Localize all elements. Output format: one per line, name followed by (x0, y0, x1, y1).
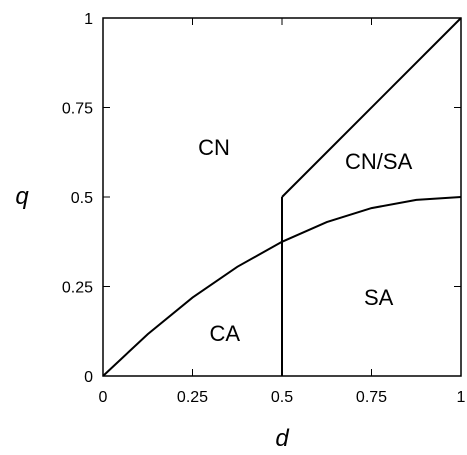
y-tick-label: 0.75 (62, 101, 93, 118)
y-tick-label: 0.25 (62, 280, 93, 297)
region-label-ca: CA (209, 321, 240, 346)
region-label-sa: SA (364, 285, 394, 310)
region-labels: CN CN/SA SA CA (198, 135, 413, 346)
y-axis-label: q (15, 183, 29, 210)
boundary-lines (102, 17, 462, 377)
x-axis-ticks: 0 0.25 0.5 0.75 1 (99, 18, 466, 406)
y-tick-label: 0.5 (71, 190, 93, 207)
y-tick-label: 0 (84, 369, 93, 386)
x-tick-label: 0.5 (271, 389, 293, 406)
diagonal-boundary (281, 17, 462, 198)
y-tick-label: 1 (84, 11, 93, 28)
x-tick-label: 0.25 (177, 389, 208, 406)
region-label-cn-sa: CN/SA (345, 149, 413, 174)
y-axis-ticks: 0 0.25 0.5 0.75 1 (62, 11, 461, 386)
region-label-cn: CN (198, 135, 230, 160)
x-tick-label: 0 (99, 389, 108, 406)
x-tick-label: 0.75 (356, 389, 387, 406)
x-axis-label: d (275, 425, 289, 452)
x-tick-label: 1 (457, 389, 466, 406)
